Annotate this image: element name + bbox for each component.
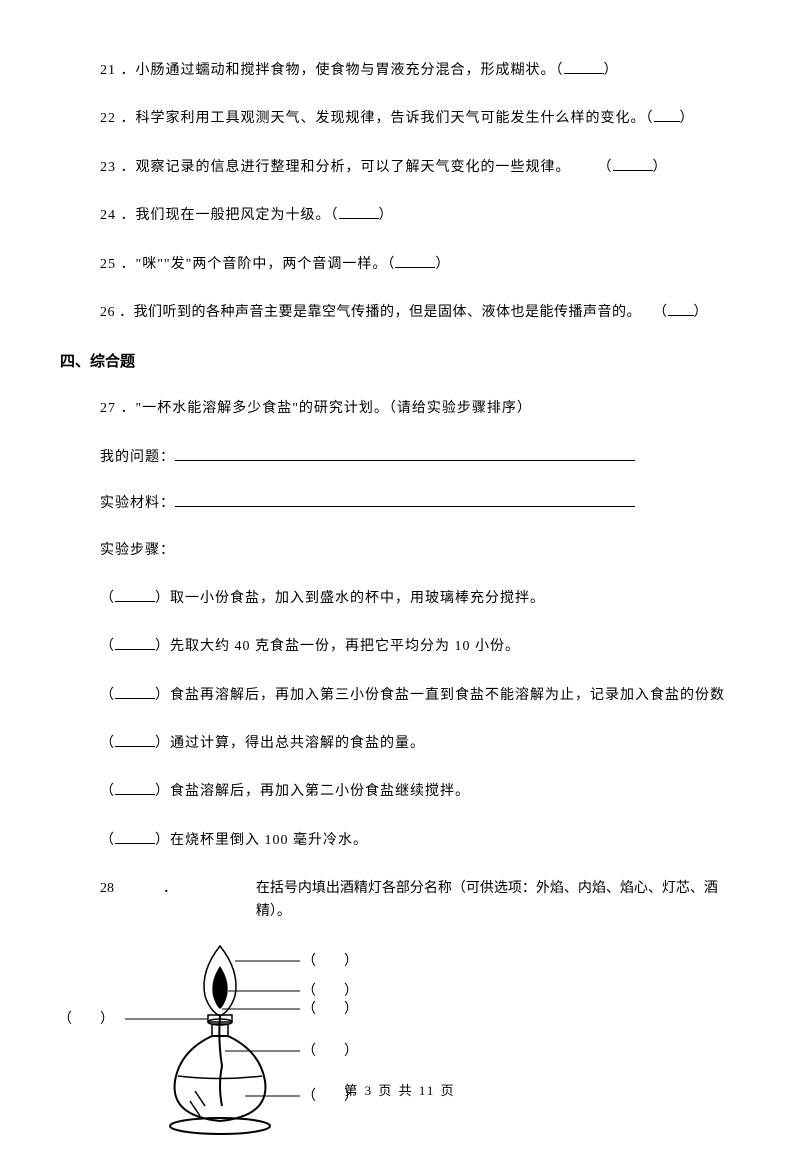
- q25-text: 25 ．"咪""发"两个音阶中，两个音调一样。（: [100, 257, 395, 272]
- q27-step-4: （ ）通过计算，得出总共溶解的食盐的量。: [60, 733, 740, 755]
- label-r4[interactable]: （ ）: [302, 1041, 358, 1063]
- paren-open: （: [100, 591, 115, 606]
- question-22: 22 ．科学家利用工具观测天气、发现规律，告诉我们天气可能发生什么样的变化。（ ）: [60, 108, 740, 130]
- q23-end: ）: [653, 160, 668, 175]
- q27-step-1: （ ）取一小份食盐，加入到盛水的杯中，用玻璃棒充分搅拌。: [60, 588, 740, 610]
- q21-end: ）: [604, 63, 619, 78]
- blank[interactable]: [115, 781, 155, 795]
- q27-intro: 27 ．"一杯水能溶解多少食盐"的研究计划。（请给实验步骤排序）: [60, 398, 740, 420]
- paren-open: （: [100, 639, 115, 654]
- step-text: ）先取大约 40 克食盐一份，再把它平均分为 10 小份。: [155, 639, 520, 654]
- q26-text-b: （: [653, 305, 668, 320]
- label: 我的问题：: [100, 450, 175, 465]
- label-left[interactable]: （ ）: [58, 1009, 114, 1031]
- q27-problem: 我的问题：: [60, 447, 740, 469]
- paren-open: （: [100, 688, 115, 703]
- q24-text: 24 ．我们现在一般把风定为十级。（: [100, 208, 339, 223]
- label: 实验材料：: [100, 496, 175, 511]
- blank-long[interactable]: [175, 493, 635, 507]
- question-23: 23 ．观察记录的信息进行整理和分析，可以了解天气变化的一些规律。 （ ）: [60, 157, 740, 179]
- dot: ．: [163, 881, 177, 896]
- q22-text: 22 ．科学家利用工具观测天气、发现规律，告诉我们天气可能发生什么样的变化。（: [100, 111, 654, 126]
- question-24: 24 ．我们现在一般把风定为十级。（ ）: [60, 205, 740, 227]
- q22-end: ）: [680, 111, 695, 126]
- q23-text-a: 23 ．观察记录的信息进行整理和分析，可以了解天气变化的一些规律。: [100, 160, 571, 175]
- question-21: 21 ．小肠通过蠕动和搅拌食物，使食物与胃液充分混合，形成糊状。（ ）: [60, 60, 740, 82]
- q26-end: ）: [694, 305, 709, 320]
- blank[interactable]: [613, 157, 653, 171]
- q28-row: 28 ． 在括号内填出酒精灯各部分名称（可供选项：外焰、内焰、焰心、灯芯、酒精）…: [60, 878, 740, 923]
- blank[interactable]: [668, 302, 694, 316]
- q28-num: 28 ．: [100, 878, 256, 900]
- blank[interactable]: [115, 830, 155, 844]
- q26-text-a: 26 ．我们听到的各种声音主要是靠空气传播的，但是固体、液体也是能传播声音的。: [100, 305, 641, 320]
- blank[interactable]: [395, 254, 435, 268]
- page-footer: 第 3 页 共 11 页: [0, 1081, 800, 1102]
- q27-step-5: （ ）食盐溶解后，再加入第二小份食盐继续搅拌。: [60, 781, 740, 803]
- step-text: ）取一小份食盐，加入到盛水的杯中，用玻璃棒充分搅拌。: [155, 591, 545, 606]
- question-26: 26 ．我们听到的各种声音主要是靠空气传播的，但是固体、液体也是能传播声音的。 …: [60, 302, 740, 324]
- paren-open: （: [100, 736, 115, 751]
- blank-long[interactable]: [175, 447, 635, 461]
- q27-step-3: （ ）食盐再溶解后，再加入第三小份食盐一直到食盐不能溶解为止，记录加入食盐的份数: [60, 685, 740, 707]
- blank[interactable]: [654, 108, 680, 122]
- q25-end: ）: [435, 257, 450, 272]
- q23-text-b: （: [598, 160, 613, 175]
- label-r3[interactable]: （ ）: [302, 999, 358, 1021]
- blank[interactable]: [339, 205, 379, 219]
- q27-step-6: （ ）在烧杯里倒入 100 毫升冷水。: [60, 830, 740, 852]
- paren-open: （: [100, 833, 115, 848]
- paren-open: （: [100, 784, 115, 799]
- question-25: 25 ．"咪""发"两个音阶中，两个音调一样。（ ）: [60, 254, 740, 276]
- blank[interactable]: [115, 588, 155, 602]
- blank[interactable]: [115, 685, 155, 699]
- blank[interactable]: [115, 733, 155, 747]
- blank[interactable]: [564, 60, 604, 74]
- step-text: ）食盐溶解后，再加入第二小份食盐继续搅拌。: [155, 784, 470, 799]
- q27-steps-label: 实验步骤：: [60, 540, 740, 562]
- q24-end: ）: [379, 208, 394, 223]
- q28-text: 在括号内填出酒精灯各部分名称（可供选项：外焰、内焰、焰心、灯芯、酒精）。: [256, 878, 740, 923]
- num: 28: [100, 881, 114, 896]
- q21-text: 21 ．小肠通过蠕动和搅拌食物，使食物与胃液充分混合，形成糊状。（: [100, 63, 564, 78]
- section-4-title: 四、综合题: [60, 350, 740, 374]
- blank[interactable]: [115, 636, 155, 650]
- step-text: ）通过计算，得出总共溶解的食盐的量。: [155, 736, 425, 751]
- step-text: ）在烧杯里倒入 100 毫升冷水。: [155, 833, 368, 848]
- alcohol-lamp-diagram: （ ） （ ） （ ） （ ） （ ） （ ）: [70, 941, 370, 1151]
- label-r1[interactable]: （ ）: [302, 951, 358, 973]
- q27-step-2: （ ）先取大约 40 克食盐一份，再把它平均分为 10 小份。: [60, 636, 740, 658]
- step-text: ）食盐再溶解后，再加入第三小份食盐一直到食盐不能溶解为止，记录加入食盐的份数: [155, 688, 725, 703]
- q27-material: 实验材料：: [60, 493, 740, 515]
